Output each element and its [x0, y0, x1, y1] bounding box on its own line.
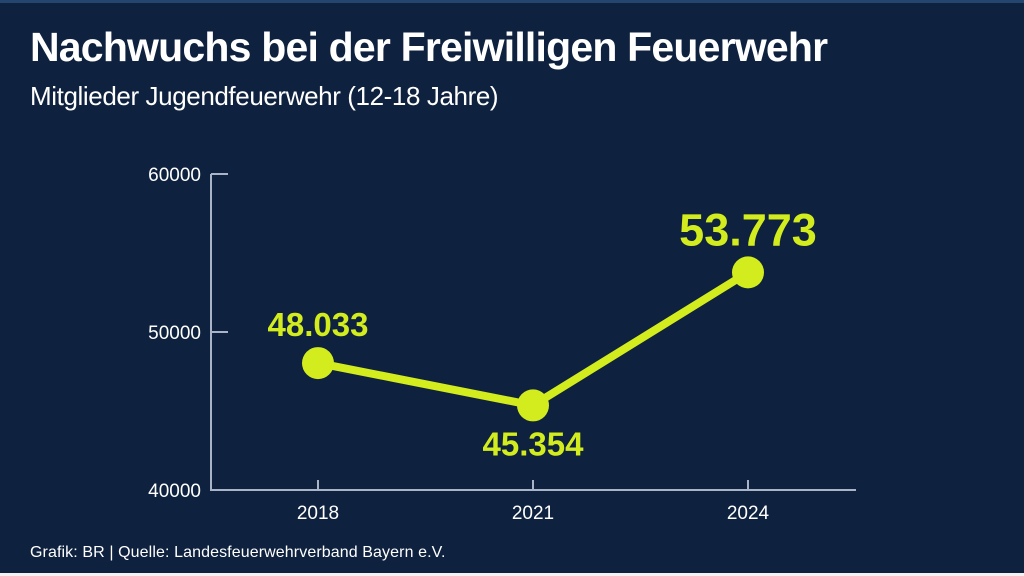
data-point-value-label: 48.033: [268, 306, 369, 343]
bottom-edge-band: [0, 573, 1024, 576]
page-title: Nachwuchs bei der Freiwilligen Feuerwehr: [30, 24, 828, 70]
page-subtitle: Mitglieder Jugendfeuerwehr (12-18 Jahre): [30, 81, 499, 111]
data-point: [302, 347, 334, 380]
y-axis-tick-label: 60000: [148, 165, 201, 186]
axis-frame: [210, 174, 856, 491]
data-point: [517, 389, 549, 422]
data-line: [314, 268, 752, 410]
data-point-value-label: 53.773: [679, 204, 817, 255]
y-axis-tick-label: 40000: [148, 481, 201, 502]
x-axis-tick-label: 2018: [297, 503, 339, 524]
data-point: [732, 256, 764, 289]
y-axis-tick-label: 50000: [148, 323, 201, 344]
x-axis-tick-label: 2024: [727, 503, 770, 524]
source-credit: Grafik: BR | Quelle: Landesfeuerwehrverb…: [30, 544, 446, 561]
data-point-value-label: 45.354: [483, 425, 585, 462]
top-accent-band: [0, 0, 1024, 3]
x-axis-tick-label: 2021: [512, 503, 554, 524]
